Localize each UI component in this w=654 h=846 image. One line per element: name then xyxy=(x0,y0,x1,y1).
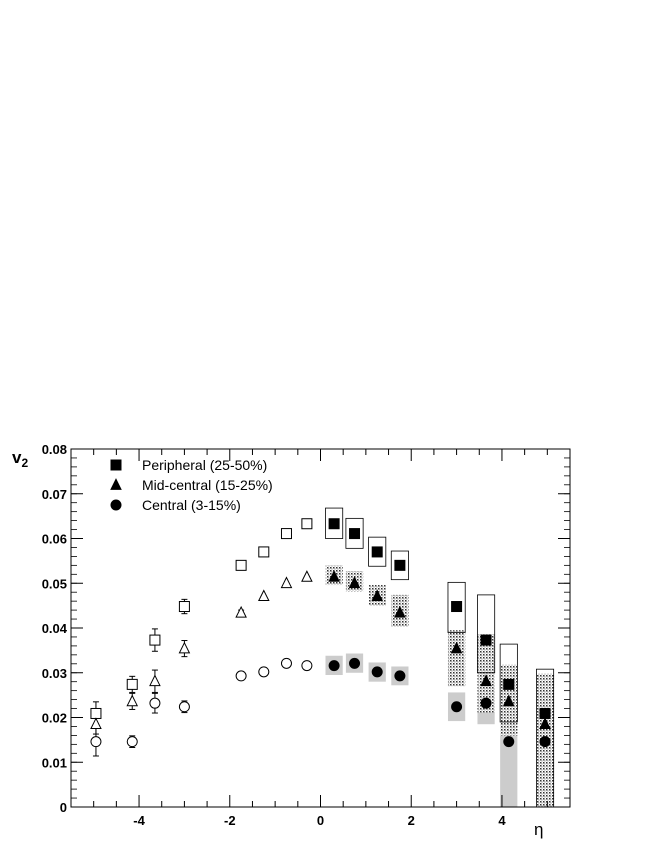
marker-square-filled-0 xyxy=(328,518,340,530)
marker-square-filled-5 xyxy=(480,634,492,646)
syst-band-square-2 xyxy=(368,536,387,567)
marker-square-filled-2 xyxy=(371,546,383,558)
marker-square-open-9 xyxy=(280,528,292,540)
x-tick-label: -4 xyxy=(133,813,145,828)
syst-band-square-6 xyxy=(499,643,518,723)
legend-entry-square: Peripheral (25-50%) xyxy=(110,457,267,473)
marker-square-filled-1 xyxy=(349,528,361,540)
marker-circle-open-15 xyxy=(90,736,102,748)
y-tick-label: 0.04 xyxy=(42,621,68,636)
marker-circle-open-11 xyxy=(235,670,247,682)
marker-circle-filled-2 xyxy=(371,666,383,678)
y-tick-label: 0.06 xyxy=(42,532,67,547)
marker-triangle-open-8 xyxy=(301,570,313,582)
legend-marker-square xyxy=(110,459,122,471)
marker-circle-open-10 xyxy=(258,666,270,678)
marker-circle-open-9 xyxy=(280,657,292,669)
marker-circle-open-13 xyxy=(149,697,161,709)
data-marker-layer xyxy=(90,518,551,748)
marker-triangle-open-14 xyxy=(126,694,139,707)
marker-circle-open-8 xyxy=(301,660,313,672)
marker-circle-filled-5 xyxy=(480,697,492,709)
marker-triangle-filled-3 xyxy=(394,605,406,618)
marker-triangle-filled-0 xyxy=(328,570,340,582)
marker-square-open-13 xyxy=(149,634,161,646)
marker-square-open-10 xyxy=(258,546,270,558)
x-tick-label: 0 xyxy=(317,813,324,828)
marker-square-filled-7 xyxy=(539,707,551,719)
syst-band-square-5 xyxy=(477,594,496,674)
syst-band-triangle-4 xyxy=(447,630,466,687)
marker-triangle-open-13 xyxy=(149,674,161,687)
y-tick-label: 0.08 xyxy=(42,442,67,457)
marker-triangle-filled-7 xyxy=(539,717,551,730)
syst-band-square-1 xyxy=(345,517,364,549)
marker-triangle-filled-4 xyxy=(450,641,463,654)
x-axis-label: η xyxy=(534,820,543,839)
marker-square-open-12 xyxy=(178,601,190,613)
y-tick-label: 0.02 xyxy=(42,711,67,726)
legend-entry-triangle: Mid-central (15-25%) xyxy=(110,477,273,493)
legend-label: Peripheral (25-50%) xyxy=(142,457,267,473)
legend-entry-circle: Central (3-15%) xyxy=(110,497,241,513)
x-tick-label: 2 xyxy=(408,813,415,828)
marker-triangle-open-10 xyxy=(257,589,270,602)
marker-triangle-open-12 xyxy=(178,641,191,654)
syst-band-square-4 xyxy=(447,581,466,633)
y-axis-label-main: v xyxy=(12,448,22,467)
marker-square-filled-6 xyxy=(503,678,515,690)
syst-band-square-0 xyxy=(325,507,344,539)
marker-circle-filled-4 xyxy=(451,701,463,713)
legend-marker-circle xyxy=(110,499,122,511)
marker-triangle-open-11 xyxy=(235,605,247,618)
marker-triangle-filled-1 xyxy=(348,576,361,589)
legend-label: Central (3-15%) xyxy=(142,497,241,513)
y-axis-label: v2 xyxy=(12,448,28,470)
syst-band-triangle-5 xyxy=(477,634,495,714)
y-axis-label-sub: 2 xyxy=(21,456,28,470)
marker-square-open-15 xyxy=(90,707,102,719)
y-tick-label: 0.05 xyxy=(42,576,67,591)
legend-marker-triangle xyxy=(110,478,122,490)
marker-square-open-11 xyxy=(235,559,247,571)
marker-triangle-open-9 xyxy=(280,576,293,589)
marker-triangle-filled-5 xyxy=(480,674,492,687)
marker-circle-filled-3 xyxy=(394,670,406,682)
y-tick-label: 0.03 xyxy=(42,666,67,681)
marker-circle-open-12 xyxy=(178,701,190,713)
y-tick-label: 0.01 xyxy=(42,755,67,770)
marker-circle-filled-1 xyxy=(349,657,361,669)
marker-square-open-8 xyxy=(301,518,313,530)
marker-circle-filled-6 xyxy=(503,736,515,748)
syst-band-square-3 xyxy=(390,550,409,581)
error-bar-layer xyxy=(92,562,245,757)
marker-triangle-open-15 xyxy=(90,717,102,730)
marker-circle-open-14 xyxy=(126,736,138,748)
systematic-band-layer xyxy=(325,507,555,808)
marker-square-filled-4 xyxy=(451,601,463,613)
axis-tick-layer: 0 0.01 0.02 0.03 0.04 0.05 0.06 0.07 0.08 -4 -2 0 2 4 xyxy=(42,442,571,828)
marker-square-filled-3 xyxy=(394,559,406,571)
legend-label: Mid-central (15-25%) xyxy=(142,477,273,493)
marker-triangle-filled-2 xyxy=(371,589,384,602)
y-tick-label: 0 xyxy=(60,800,67,815)
marker-circle-filled-7 xyxy=(539,736,551,748)
x-tick-label: -2 xyxy=(224,813,236,828)
legend: Peripheral (25-50%) Mid-central (15-25%) C… xyxy=(110,457,273,513)
marker-circle-filled-0 xyxy=(328,660,340,672)
y-tick-label: 0.07 xyxy=(42,487,67,502)
marker-square-open-14 xyxy=(126,678,138,690)
marker-triangle-filled-6 xyxy=(502,694,515,707)
x-tick-label: 4 xyxy=(498,813,506,828)
